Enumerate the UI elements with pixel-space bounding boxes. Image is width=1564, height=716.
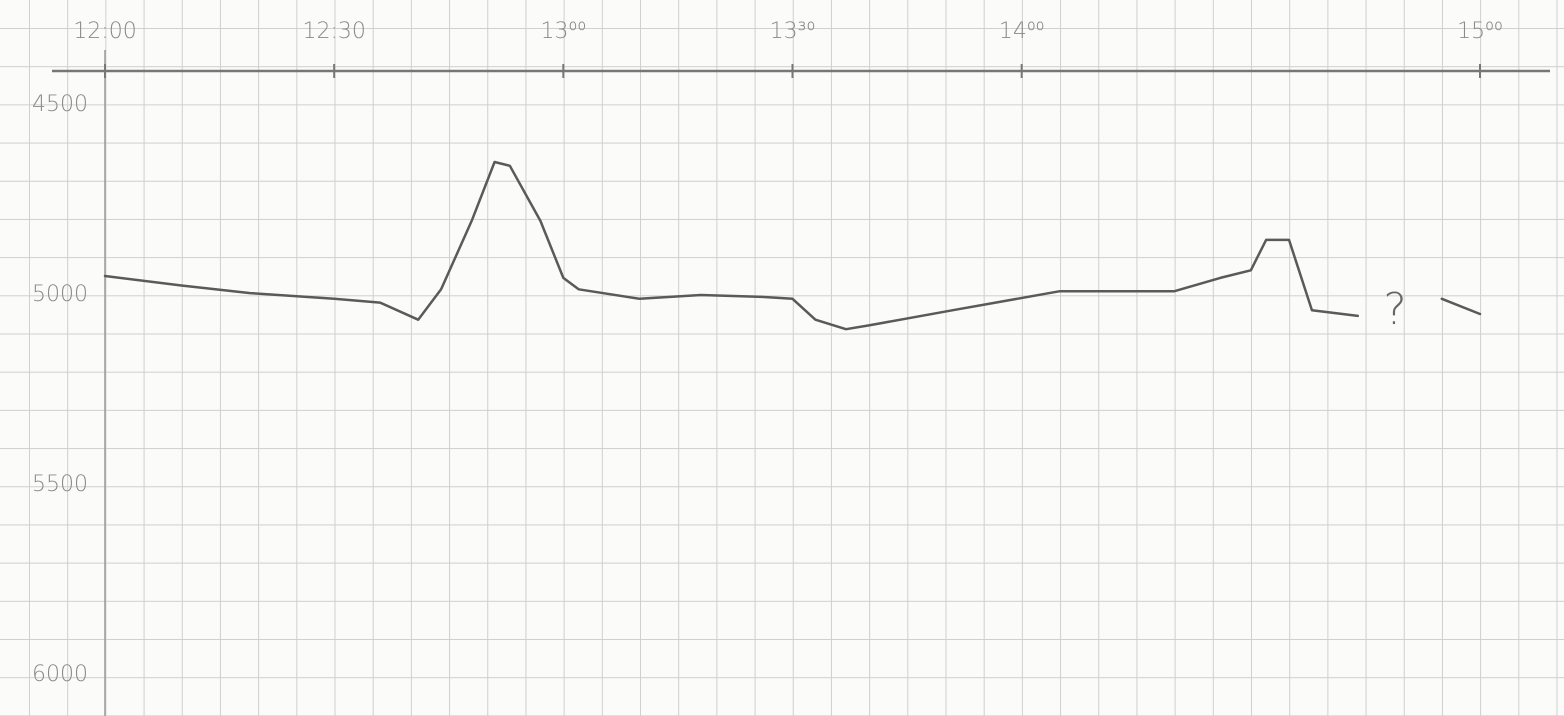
data-line (103, 160, 1482, 331)
annotation: ? (1383, 284, 1406, 335)
y-tick-label: 4500 (32, 92, 88, 117)
x-tick-label: 13³⁰ (770, 19, 816, 44)
y-tick-label: 5000 (32, 282, 88, 307)
x-tick-label: 13⁰⁰ (541, 19, 587, 44)
x-tick-label: 14⁰⁰ (999, 19, 1045, 44)
y-tick-label: 6000 (32, 662, 88, 687)
x-tick-label: 12:00 (73, 19, 136, 44)
x-tick-label: 12:30 (302, 19, 365, 44)
y-tick-label: 5500 (32, 472, 88, 497)
x-tick-label: 15⁰⁰ (1457, 19, 1503, 44)
